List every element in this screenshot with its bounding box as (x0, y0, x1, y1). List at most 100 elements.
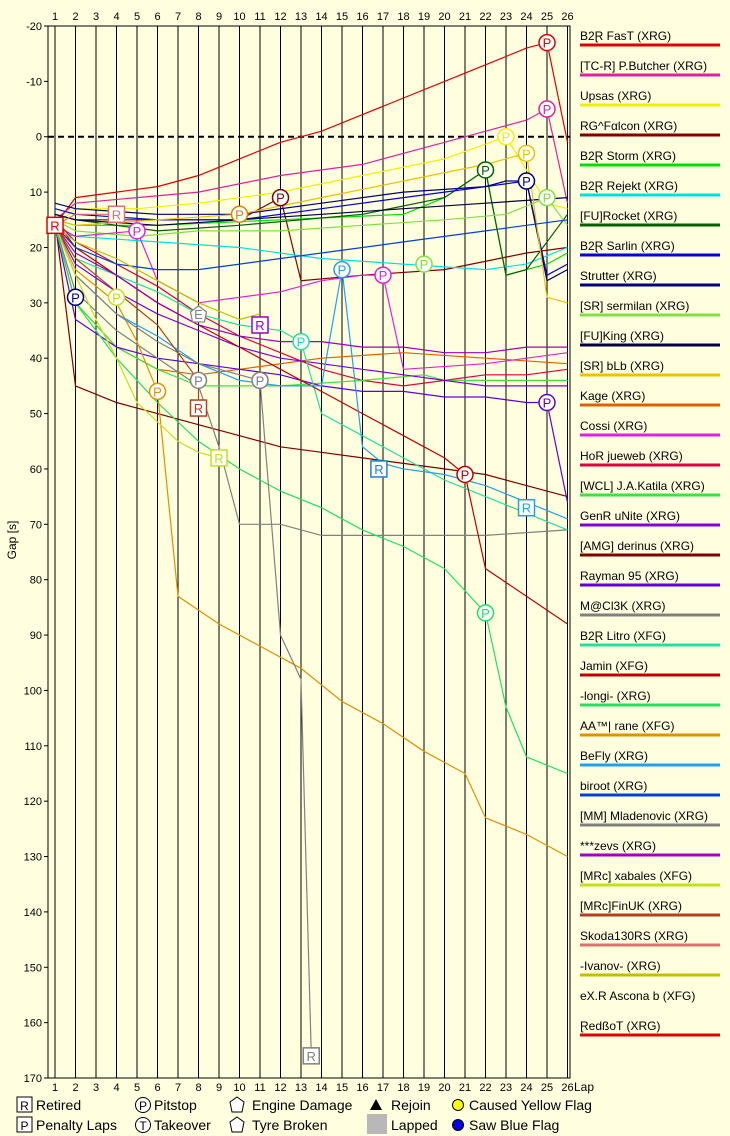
x-tick-label-bottom: 21 (459, 1082, 471, 1094)
x-tick-label-top: 14 (315, 11, 327, 23)
pitstop-icon (415, 255, 433, 273)
key-label-retired: Retired (36, 1097, 81, 1113)
x-axis-title: Lap (574, 1080, 594, 1094)
series-line-10 (54, 197, 568, 226)
y-tick-label: 0 (36, 132, 42, 144)
y-tick-label: 10 (30, 187, 42, 199)
retired-icon (210, 449, 228, 467)
event-marker-pitstop: P (538, 100, 556, 118)
y-tick-label: 40 (30, 353, 42, 365)
retired-icon (46, 216, 64, 235)
event-marker-pitstop: P (476, 604, 495, 622)
series-line-5 (54, 230, 568, 271)
event-code: P (543, 102, 552, 117)
x-tick-label-top: 12 (274, 11, 286, 23)
penalty-code: P (20, 1119, 28, 1133)
legend-entry-label: [SR] bLb (XRG) (580, 359, 664, 373)
x-tick-label-bottom: 4 (113, 1082, 119, 1094)
x-tick-label-bottom: 20 (438, 1082, 450, 1094)
x-tick-label-bottom: 25 (541, 1082, 553, 1094)
blue-flag-icon (452, 1119, 464, 1131)
event-marker-pitstop: P (415, 255, 433, 273)
x-tick-label-top: 22 (479, 11, 491, 23)
legend-entry-label: B2Ɽ Litro (XFG) (580, 629, 666, 643)
key-label-tyre-broken: Tyre Broken (252, 1117, 327, 1133)
series-line-8 (54, 180, 568, 282)
x-tick-label-bottom: 13 (295, 1082, 307, 1094)
event-marker-retired: R (370, 460, 388, 478)
pitstop-icon (538, 188, 556, 207)
key-label-takeover: Takeover (154, 1117, 211, 1133)
event-code: E (194, 307, 203, 322)
y-tick-label: 120 (24, 796, 42, 808)
legend-entry-label: [WCL] J.A.Katila (XRG) (580, 479, 705, 493)
legend-entry-label: B2Ɽ Storm (XRG) (580, 149, 676, 163)
event-code: R (307, 1049, 316, 1064)
y-tick-label: 160 (24, 1018, 42, 1030)
x-tick-label-bottom: 19 (418, 1082, 430, 1094)
event-code: P (502, 130, 511, 145)
event-code: P (153, 384, 162, 399)
x-tick-label-bottom: 6 (154, 1082, 160, 1094)
x-tick-label-top: 7 (175, 11, 181, 23)
y-tick-label: 60 (30, 464, 42, 476)
event-code: P (112, 290, 121, 305)
pitstop-icon (476, 604, 495, 622)
pitstop-code: P (139, 1099, 147, 1113)
legend-entry-label: ***zevs (XRG) (580, 839, 656, 853)
legend-entry-label: AA™| rane (XFG) (580, 719, 674, 733)
legend-entry-label: Jamin (XFG) (580, 659, 648, 673)
event-code: P (543, 36, 552, 51)
x-tick-label-bottom: 8 (195, 1082, 201, 1094)
pitstop-icon (476, 161, 495, 179)
x-tick-label-top: 11 (254, 11, 265, 23)
event-marker-pitstop: P (107, 288, 126, 307)
legend-entry-label: biroot (XRG) (580, 779, 647, 793)
event-marker-pitstop: P (251, 371, 269, 390)
x-tick-label-top: 10 (233, 11, 245, 23)
event-code: P (543, 191, 552, 206)
legend-entry-label: B2Ɽ Sarlin (XRG) (580, 239, 675, 253)
x-tick-label-bottom: 2 (72, 1082, 78, 1094)
y-tick-label: 20 (30, 242, 42, 254)
series-line-23 (54, 225, 568, 858)
retired-icon (302, 1047, 320, 1065)
event-code: P (461, 467, 470, 482)
event-code: R (522, 501, 531, 516)
series-line-19 (54, 225, 568, 537)
x-tick-label-top: 4 (113, 11, 119, 23)
legend-entry-label: RG^Fαlcon (XRG) (580, 119, 677, 133)
pitstop-icon (456, 465, 474, 484)
x-tick-label-top: 5 (134, 11, 140, 23)
event-marker-retired: R (251, 316, 269, 334)
pitstop-icon (189, 371, 208, 390)
legend-entry-label: [TC-R] P.Butcher (XRG) (580, 59, 707, 73)
x-tick-label-bottom: 3 (93, 1082, 99, 1094)
legend-entry-label: Kage (XRG) (580, 389, 645, 403)
series-line-6 (54, 168, 568, 276)
y-tick-label: 130 (24, 852, 42, 864)
event-marker-pitstop: P (538, 33, 556, 52)
event-code: P (235, 207, 244, 222)
event-marker-pitstop: P (497, 127, 515, 146)
legend-entry-label: GenR uNite (XRG) (580, 509, 680, 523)
y-tick-label: -20 (26, 21, 42, 33)
y-tick-label: 140 (24, 907, 42, 919)
series-line-31 (54, 224, 261, 321)
y-tick-label: 170 (24, 1073, 42, 1085)
pitstop-icon (374, 266, 392, 284)
x-tick-label-top: 25 (541, 11, 553, 23)
x-tick-label-bottom: 7 (175, 1082, 181, 1094)
event-code: P (379, 268, 388, 283)
event-marker-pitstop: P (517, 172, 536, 190)
x-tick-label-bottom: 16 (356, 1082, 368, 1094)
x-tick-label-top: 15 (336, 11, 348, 23)
axes: 1122334455667788991010111112121313141415… (5, 11, 594, 1094)
retired-icon (370, 460, 388, 478)
legend-entry-label: -longi- (XRG) (580, 689, 651, 703)
pitstop-icon (333, 260, 351, 279)
event-code: R (374, 462, 383, 477)
legend-entry-label: ⱤedßoT (XRG) (580, 1019, 660, 1033)
event-code: P (338, 263, 347, 278)
